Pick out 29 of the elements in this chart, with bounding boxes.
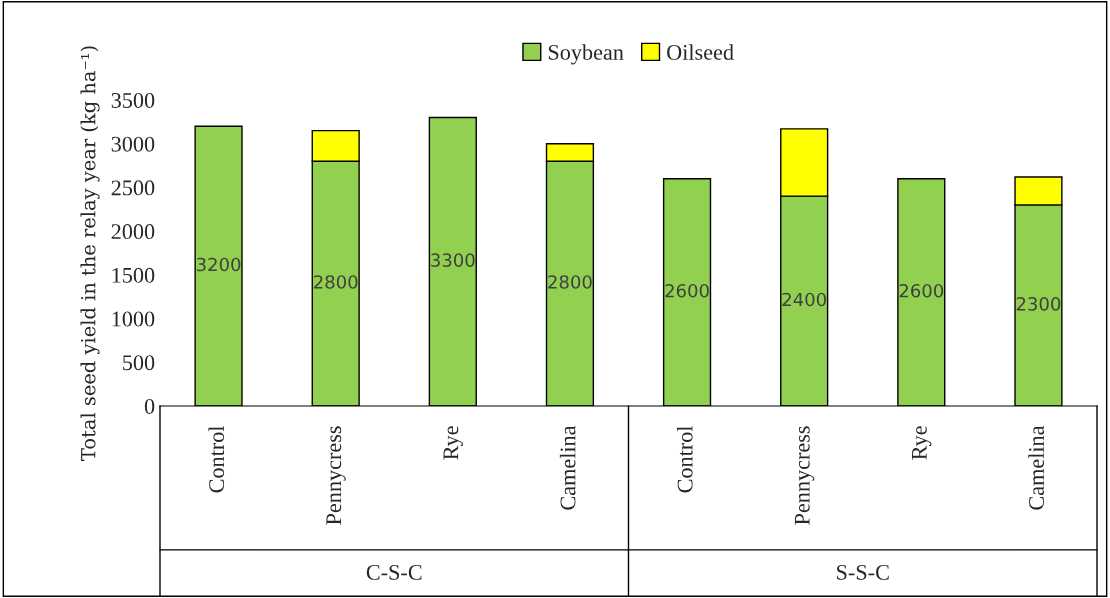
data-label: 3200 bbox=[196, 257, 241, 272]
x-tick-label: Rye bbox=[912, 426, 932, 460]
x-tick-label: Camelina bbox=[1028, 425, 1044, 510]
x-tick-label: Pennycress bbox=[326, 426, 346, 525]
text: S-S-C bbox=[837, 564, 889, 580]
legend-label: Oilseed bbox=[667, 44, 734, 60]
text: C-S-C bbox=[366, 564, 422, 580]
y-tick-label: 3500 bbox=[111, 92, 155, 108]
y-tick-label: 0 bbox=[144, 398, 155, 414]
x-tick-label: Camelina bbox=[559, 425, 576, 510]
data-label: 2600 bbox=[665, 283, 709, 298]
y-tick-label: 2500 bbox=[111, 180, 155, 196]
data-label: 2600 bbox=[899, 283, 944, 298]
y-tick-label: 2000 bbox=[111, 224, 155, 240]
y-axis-title: Total seed yield in the relay year (kg ha⁻¹) bbox=[80, 46, 100, 461]
legend-label: Soybean bbox=[548, 44, 624, 65]
data-label: 2400 bbox=[782, 292, 826, 307]
x-tick-label: Control bbox=[676, 425, 693, 493]
data-label: 2800 bbox=[314, 275, 358, 289]
x-tick-label: Control bbox=[208, 425, 225, 493]
x-tick-label: Rye bbox=[443, 426, 463, 460]
data-label: 2300 bbox=[1016, 297, 1061, 311]
y-tick-label: 1000 bbox=[112, 311, 155, 327]
x-tick-label: Pennycress bbox=[794, 426, 815, 525]
y-tick-label: 3000 bbox=[111, 136, 155, 152]
y-tick-label: 500 bbox=[123, 355, 155, 371]
y-tick-label: 1500 bbox=[112, 267, 155, 283]
data-label: 2800 bbox=[548, 275, 592, 289]
data-label: 3300 bbox=[431, 253, 475, 267]
